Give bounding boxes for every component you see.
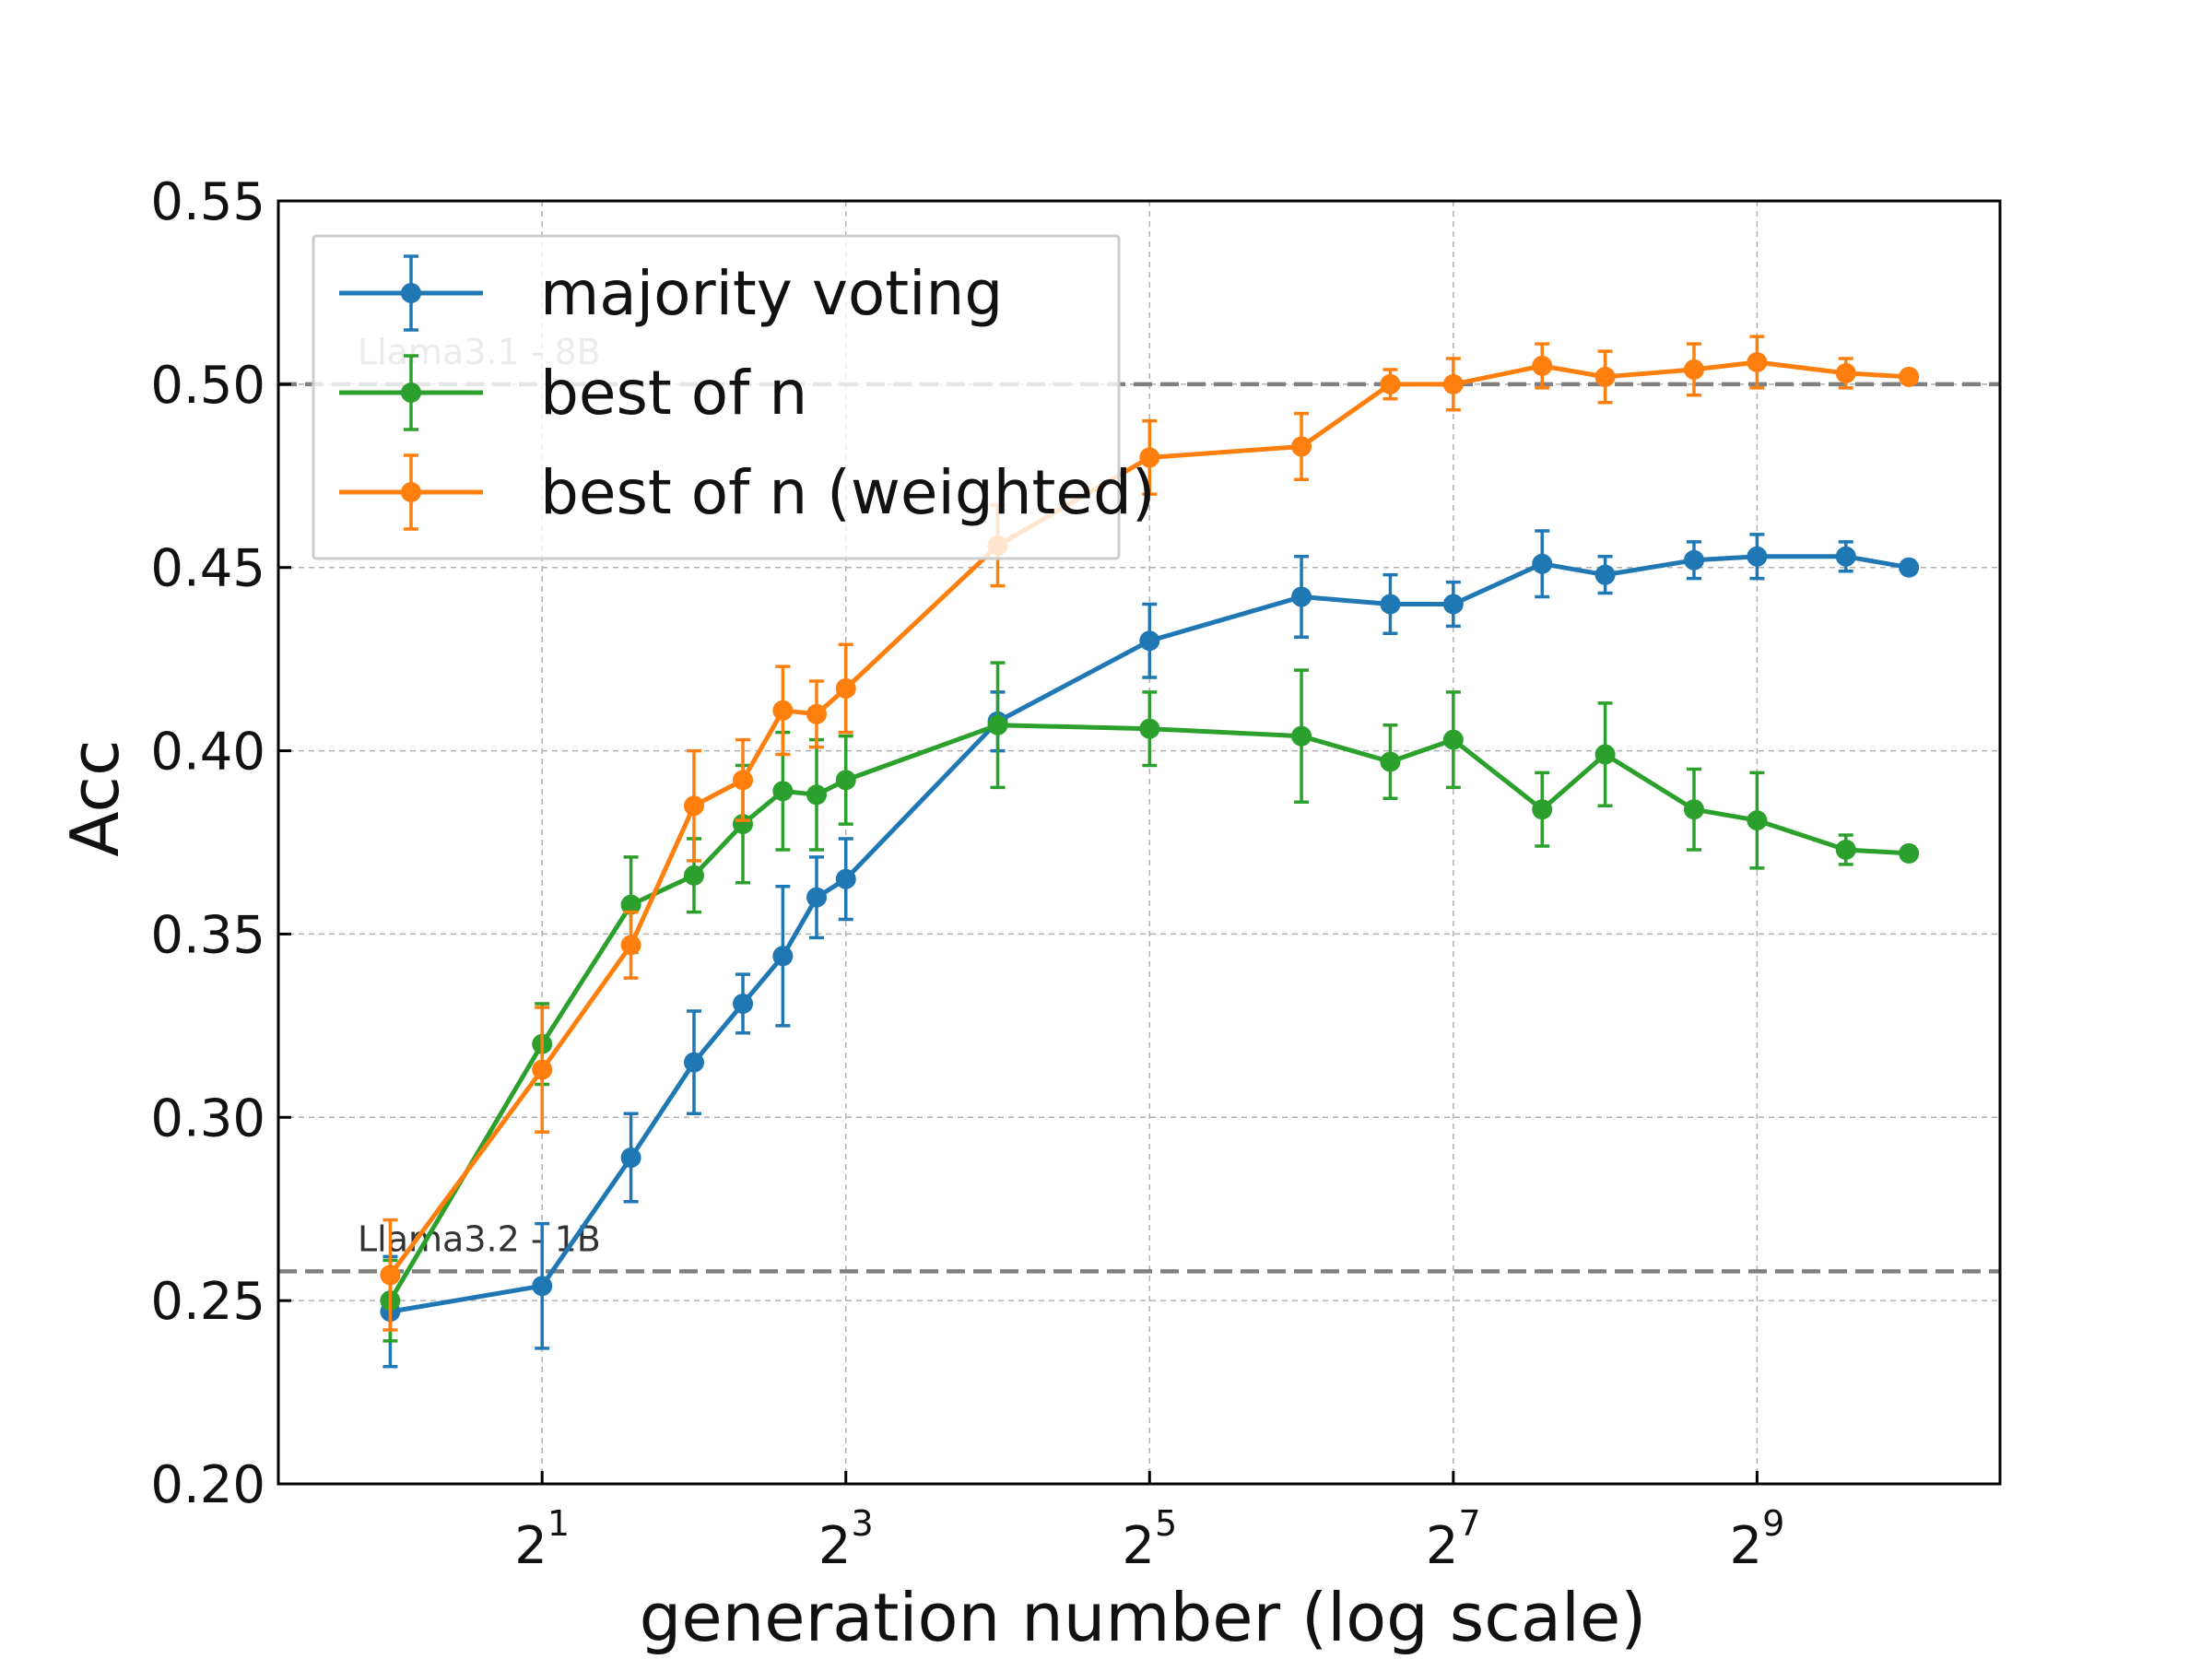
- data-point: [1899, 842, 1920, 864]
- x-tick-exponent: 3: [851, 1503, 873, 1544]
- y-tick-label: 0.30: [150, 1088, 265, 1148]
- data-point: [532, 1059, 553, 1080]
- data-point: [1747, 546, 1768, 567]
- data-point: [1442, 594, 1464, 615]
- y-tick-label: 0.50: [150, 356, 265, 416]
- series-group: [380, 335, 1920, 1332]
- legend-label: majority voting: [540, 258, 1003, 329]
- series-layer: [380, 335, 1920, 1369]
- data-point: [1835, 362, 1856, 383]
- data-point: [1380, 373, 1401, 394]
- data-point: [772, 946, 794, 967]
- x-tick-label: 25: [1122, 1503, 1177, 1576]
- data-point: [683, 795, 704, 817]
- data-point: [772, 781, 794, 802]
- data-point: [1683, 549, 1704, 571]
- data-point: [1899, 557, 1920, 578]
- legend: majority voting best of n best of n (weigh…: [312, 234, 1156, 560]
- legend-label: best of n: [540, 358, 807, 429]
- series-group: [380, 529, 1920, 1369]
- data-point: [1291, 725, 1312, 747]
- data-point: [835, 868, 856, 889]
- data-point: [987, 714, 1008, 735]
- data-point: [1747, 351, 1768, 372]
- data-point: [380, 1265, 401, 1286]
- y-tick-label: 0.40: [150, 723, 265, 782]
- data-point: [1291, 586, 1312, 607]
- y-tick-label: 0.35: [150, 905, 265, 965]
- data-point: [1442, 373, 1464, 394]
- x-tick-label: 23: [818, 1503, 874, 1576]
- data-point: [620, 935, 641, 956]
- data-point: [835, 677, 856, 699]
- y-tick-label: 0.45: [150, 539, 265, 599]
- data-point: [1532, 799, 1553, 820]
- data-point: [1683, 799, 1704, 820]
- x-tick-label: 27: [1426, 1503, 1481, 1576]
- y-tick-label: 0.55: [150, 172, 265, 232]
- data-point: [835, 770, 856, 791]
- data-point: [1594, 366, 1616, 387]
- data-point: [1139, 630, 1160, 652]
- data-point: [620, 1147, 641, 1169]
- legend-label: best of n (weighted): [540, 457, 1156, 528]
- x-tick-exponent: 9: [1762, 1503, 1784, 1544]
- plot-frame: [276, 199, 2002, 1486]
- x-tick-exponent: 5: [1155, 1503, 1177, 1544]
- data-point: [620, 894, 641, 915]
- x-axis-label: generation number (log scale): [640, 1579, 1647, 1656]
- legend-marker: [401, 382, 421, 403]
- data-point: [1532, 355, 1553, 376]
- data-point: [1380, 751, 1401, 772]
- data-point: [532, 1276, 553, 1297]
- data-point: [1899, 366, 1920, 387]
- data-point: [1835, 839, 1856, 860]
- data-point: [1835, 546, 1856, 567]
- y-tick-label: 0.20: [150, 1455, 265, 1515]
- y-tick-label: 0.25: [150, 1272, 265, 1332]
- data-point: [1594, 744, 1616, 765]
- x-tick-exponent: 1: [547, 1503, 570, 1544]
- data-point: [1532, 553, 1553, 574]
- data-point: [806, 887, 828, 908]
- data-point: [1139, 718, 1160, 739]
- axes: 0.20 0.25 0.30 0.35 0.40 0.45 0.50 0.55 21 23 25 27…: [150, 172, 2002, 1576]
- data-point: [1291, 436, 1312, 457]
- data-point: [1594, 564, 1616, 585]
- data-point: [683, 1052, 704, 1073]
- data-point: [772, 700, 794, 721]
- y-axis-label: Acc: [56, 739, 134, 856]
- legend-marker: [401, 482, 421, 502]
- reference-line-label: Llama3.2 - 1B: [358, 1218, 601, 1259]
- data-point: [733, 770, 754, 791]
- legend-marker: [401, 283, 421, 303]
- data-point: [1139, 447, 1160, 468]
- legend-box: [312, 234, 1121, 560]
- data-point: [806, 784, 828, 806]
- x-tick-exponent: 7: [1459, 1503, 1481, 1544]
- data-point: [683, 865, 704, 886]
- data-point: [1683, 359, 1704, 380]
- data-point: [806, 703, 828, 724]
- x-tick-label: 29: [1729, 1503, 1784, 1576]
- data-point: [1442, 729, 1464, 750]
- data-point: [733, 993, 754, 1014]
- data-point: [1380, 594, 1401, 615]
- x-tick-label: 21: [514, 1503, 570, 1576]
- data-point: [1747, 810, 1768, 831]
